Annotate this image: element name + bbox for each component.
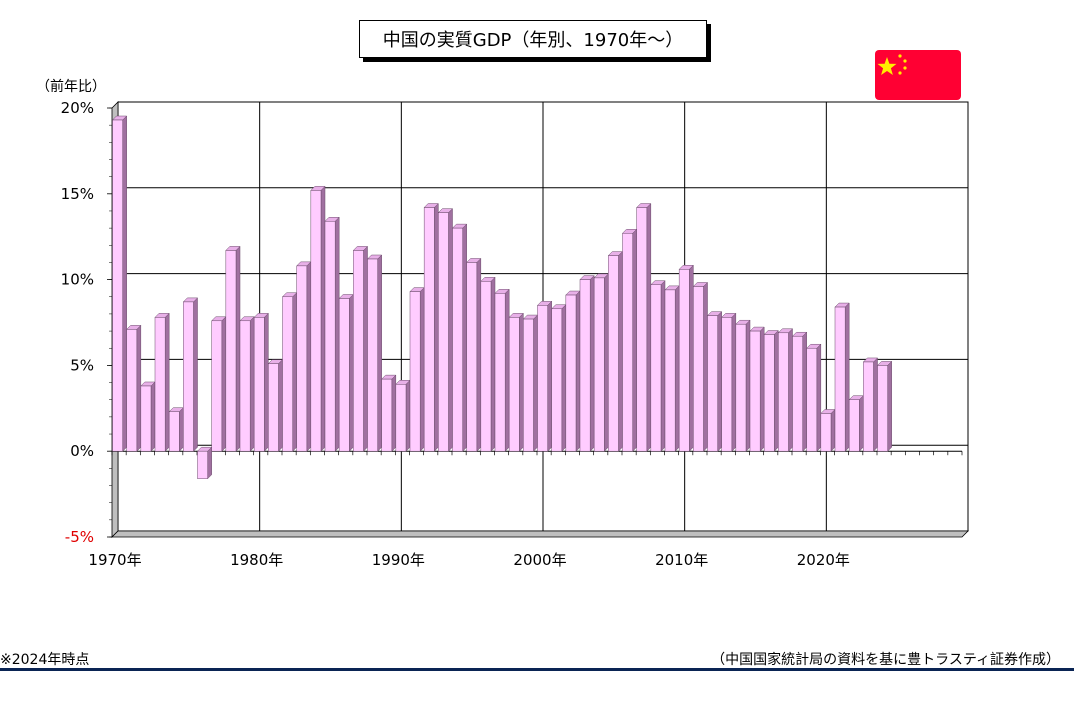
bar-2011 [692,281,709,452]
y-tick-label: 15% [61,185,94,203]
x-tick-label: 1980年 [230,551,283,569]
footnote-date: ※2024年時点 [0,652,90,668]
bar-1995 [466,257,482,452]
y-tick-label: 5% [70,356,94,374]
bar-2006 [621,228,638,452]
bar-2008 [650,280,666,452]
bar-2003 [579,274,595,452]
bar-1992 [423,202,439,452]
bar-2012 [706,311,723,452]
bar-1970 [111,115,128,452]
chart-title: 中国の実質GDP（年別、1970年～） [359,20,707,58]
y-tick-label: 10% [61,271,94,289]
y-axis-label: （前年比） [36,79,106,95]
bar-2020 [820,408,836,452]
x-tick-label: 2020年 [797,551,850,569]
bar-1982 [281,292,298,452]
bar-1987 [352,245,369,452]
bar-1980 [253,312,269,452]
bar-1990 [395,379,411,452]
bar-1971 [126,324,142,452]
bar-1985 [324,216,340,452]
bar-2007 [636,202,652,452]
bottom-divider [0,668,1074,671]
x-tick-label: 2000年 [513,551,566,569]
x-tick-label: 2010年 [655,551,708,569]
x-tick-label: 1970年 [88,551,141,569]
y-tick-label: -5% [65,528,94,546]
bar-1975 [182,297,199,452]
bar-1978 [225,245,241,452]
bar-1974 [168,407,184,452]
bar-2010 [678,264,694,452]
bar-1983 [296,261,312,452]
bar-2013 [721,312,737,452]
bar-1997 [494,288,510,452]
bar-1986 [338,293,354,452]
bar-1984 [310,185,326,452]
bar-1998 [508,312,524,452]
x-tick-label: 1990年 [372,551,425,569]
bar-1977 [211,316,227,452]
bar-2001 [551,304,567,452]
bar-1972 [140,381,156,452]
bar-2014 [735,319,751,452]
bar-1981 [267,359,284,452]
bar-2000 [536,300,553,452]
bar-1994 [451,223,468,452]
bar-1996 [480,276,496,452]
bar-1993 [437,208,454,452]
bar-1973 [154,312,170,452]
bar-2005 [607,250,624,452]
bar-2002 [565,290,581,452]
bar-2009 [664,285,680,452]
bar-2022 [848,395,864,452]
y-tick-label: 0% [70,442,94,460]
bar-2019 [806,343,822,452]
gdp-bar-chart: 20% 15% 10% 5% 0% -5% 1970年 1980年 1990年 2000年 2010… [61,99,969,569]
bar-1976 [196,446,213,480]
source-note: （中国国家統計局の資料を基に豊トラスティ証券作成） [711,652,1060,668]
bar-2023 [862,357,879,452]
bar-2017 [777,328,794,452]
bar-1988 [366,254,383,452]
bar-2021 [834,302,850,452]
y-tick-label: 20% [61,99,94,117]
plot-floor [111,530,969,538]
bar-1991 [409,287,425,452]
bar-2016 [763,329,779,452]
bar-2024 [876,360,893,452]
bar-2018 [791,331,808,452]
bar-2004 [593,273,609,452]
bar-1979 [239,316,255,452]
bar-1989 [381,374,397,452]
bar-1999 [522,314,539,452]
bar-2015 [749,326,765,452]
